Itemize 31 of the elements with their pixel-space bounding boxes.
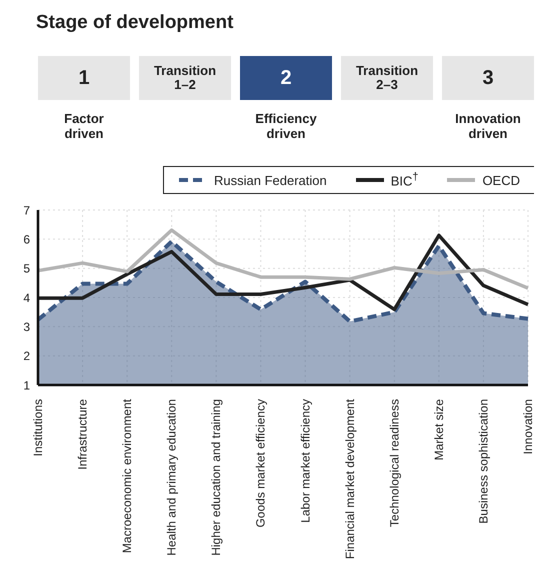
- stage-box: Transition 2–3: [341, 56, 433, 100]
- x-tick-label: Innovation: [521, 399, 535, 454]
- x-tick-label: Labor market efficiency: [298, 399, 312, 523]
- y-tick-label: 1: [23, 378, 30, 392]
- stage-box: 2: [240, 56, 332, 100]
- text: Factor driven: [63, 111, 105, 142]
- x-tick-label: Goods market efficiency: [254, 399, 268, 528]
- x-tick-label: Higher education and training: [209, 399, 224, 556]
- x-tick-label: Technological readiness: [387, 399, 402, 528]
- legend-label: BIC$^{†}$: [390, 171, 418, 189]
- y-tick-label: 3: [23, 320, 30, 334]
- x-tick-label: Market size: [432, 398, 446, 460]
- y-tick-label: 7: [23, 203, 30, 218]
- y-tick-label: 4: [23, 290, 30, 305]
- x-tick-label: Infrastructure: [76, 398, 90, 470]
- legend-label: Russian Federation: [214, 172, 327, 188]
- x-tick-label: Health and primary education: [164, 399, 179, 556]
- legend-label: OECD: [482, 172, 520, 188]
- stage-box: 3: [442, 56, 534, 100]
- stage-box: 1: [38, 56, 130, 100]
- x-tick-label: Business sophistication: [476, 399, 490, 524]
- stage-box: Transition 1–2: [139, 56, 231, 100]
- text: Efficiency driven: [254, 111, 318, 142]
- chart-title: Stage of development: [36, 12, 234, 34]
- y-tick-label: 5: [23, 262, 30, 276]
- y-tick-label: 2: [23, 349, 30, 364]
- x-tick-label: Institutions: [31, 399, 45, 456]
- x-tick-label: Financial market development: [342, 398, 357, 560]
- text: Innovation driven: [454, 111, 522, 142]
- x-tick-label: Macroeconomic environment: [120, 398, 134, 554]
- y-tick-label: 6: [23, 232, 30, 246]
